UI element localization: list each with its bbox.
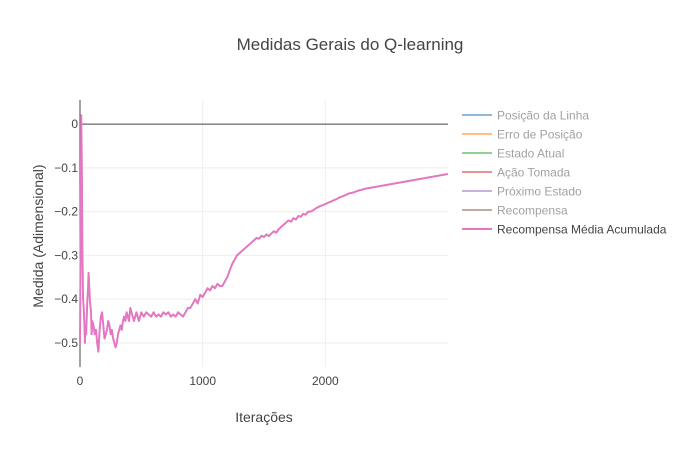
gridlines: [80, 100, 448, 367]
x-tick-label: 1000: [189, 374, 216, 388]
legend: Posição da Linha Erro de Posição Estado At…: [462, 109, 667, 237]
legend-label: Erro de Posição: [497, 128, 583, 142]
series-layer: [79, 114, 449, 353]
y-tick-label: 0: [71, 117, 78, 131]
x-tick-label: 0: [77, 374, 84, 388]
y-tick-label: −0.4: [54, 292, 78, 306]
x-axis-ticks: 0 1000 2000: [77, 374, 339, 388]
y-tick-label: −0.3: [54, 248, 78, 262]
legend-item[interactable]: Erro de Posição: [462, 128, 583, 142]
legend-item[interactable]: Próximo Estado: [462, 185, 582, 199]
y-axis-label: Medida (Adimensional): [30, 164, 46, 307]
legend-label: Próximo Estado: [497, 185, 582, 199]
y-tick-label: −0.1: [54, 161, 78, 175]
legend-label: Ação Tomada: [497, 166, 570, 180]
legend-item[interactable]: Recompensa: [462, 204, 568, 218]
legend-item[interactable]: Posição da Linha: [462, 109, 589, 123]
chart-title: Medidas Gerais do Q-learning: [237, 35, 464, 54]
legend-label: Estado Atual: [497, 147, 564, 161]
legend-label: Posição da Linha: [497, 109, 589, 123]
y-axis-ticks: 0 −0.1 −0.2 −0.3 −0.4 −0.5: [54, 117, 78, 350]
y-tick-label: −0.5: [54, 336, 78, 350]
x-axis-label: Iterações: [235, 409, 293, 425]
series-line-recompensa-media-acumulada: [79, 114, 449, 353]
legend-item[interactable]: Ação Tomada: [462, 166, 570, 180]
x-tick-label: 2000: [312, 374, 339, 388]
y-tick-label: −0.2: [54, 205, 78, 219]
legend-item[interactable]: Estado Atual: [462, 147, 564, 161]
legend-label: Recompensa: [497, 204, 568, 218]
legend-item[interactable]: Recompensa Média Acumulada: [462, 223, 667, 237]
legend-label: Recompensa Média Acumulada: [497, 223, 667, 237]
